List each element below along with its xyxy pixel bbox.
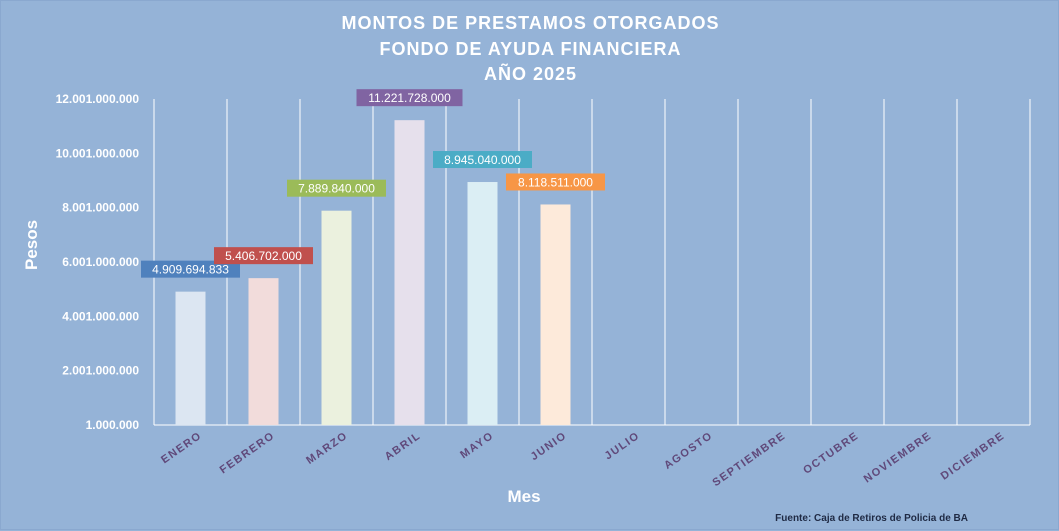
data-label-box — [141, 260, 240, 278]
category-label: SEPTIEMBRE — [710, 430, 788, 489]
x-axis-label: Mes — [507, 487, 541, 506]
y-tick-label: 8.001.000.000 — [62, 201, 139, 215]
category-label: ENERO — [159, 430, 204, 467]
data-label-box — [287, 179, 386, 197]
category-label: MARZO — [304, 430, 350, 467]
category-label: OCTUBRE — [801, 430, 861, 477]
chart-title-line-3: AÑO 2025 — [483, 64, 578, 84]
chart-title-line-1: MONTOS DE PRESTAMOS OTORGADOS — [341, 13, 720, 33]
data-label: 5.406.702.000 — [225, 249, 302, 263]
bar-febrero — [248, 278, 279, 425]
bar-enero — [175, 291, 206, 425]
y-tick-label: 2.001.000.000 — [62, 364, 139, 378]
data-label: 8.945.040.000 — [444, 153, 521, 167]
data-label-box — [506, 173, 605, 191]
category-label: AGOSTO — [662, 430, 715, 472]
category-label: MAYO — [458, 430, 496, 462]
bar-junio — [540, 204, 571, 425]
category-label: FEBRERO — [218, 430, 278, 477]
bar-mayo — [467, 182, 498, 425]
category-label: ABRIL — [383, 430, 424, 463]
category-label: JUNIO — [529, 430, 570, 463]
bar-abril — [394, 120, 425, 425]
data-label-box — [214, 247, 313, 265]
category-label: NOVIEMBRE — [862, 430, 935, 486]
y-tick-label: 10.001.000.000 — [56, 146, 140, 160]
source-note: Fuente: Caja de Retiros de Policia de BA — [775, 513, 968, 524]
bar-marzo — [321, 210, 352, 425]
category-label: DICIEMBRE — [939, 430, 1008, 483]
y-tick-label: 12.001.000.000 — [56, 92, 140, 106]
y-tick-label: 4.001.000.000 — [62, 309, 139, 323]
category-label: JULIO — [603, 430, 643, 463]
data-label: 11.221.728.000 — [368, 91, 451, 105]
data-label: 8.118.511.000 — [518, 175, 593, 189]
data-label: 7.889.840.000 — [298, 182, 375, 196]
data-label-box — [356, 89, 463, 107]
y-tick-label: 6.001.000.000 — [62, 255, 139, 269]
data-label-box — [433, 151, 532, 169]
y-tick-label: 1.000.000 — [86, 418, 140, 432]
chart-title-line-2: FONDO DE AYUDA FINANCIERA — [379, 39, 682, 59]
data-label: 4.909.694.833 — [152, 263, 229, 277]
